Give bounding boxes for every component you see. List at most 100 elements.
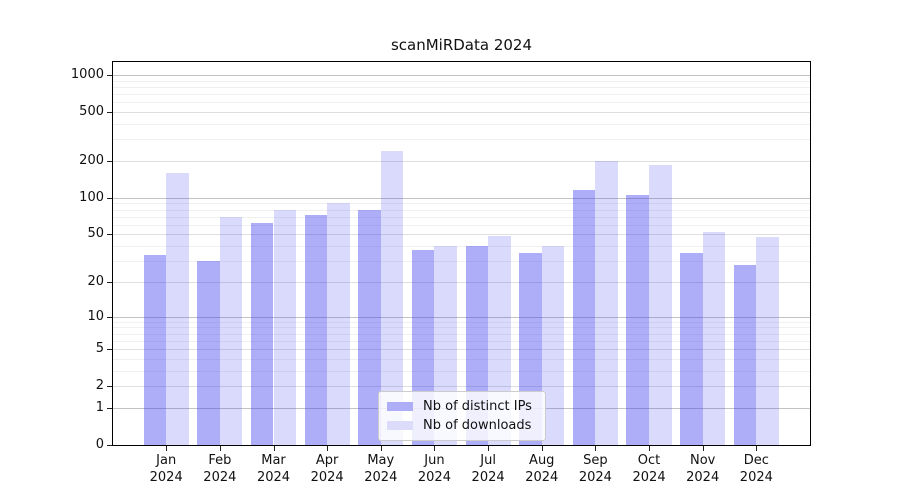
gridline-major: [113, 316, 810, 318]
x-axis-tick-label: Dec 2024: [739, 453, 773, 485]
y-axis-tick-label: 1: [95, 399, 104, 415]
bar-downloads-11: [756, 236, 779, 445]
gridline-minor: [113, 80, 810, 82]
gridline-mid: [113, 234, 810, 236]
gridline-minor: [113, 86, 810, 88]
y-axis-tick: [107, 386, 112, 388]
gridline-minor: [113, 340, 810, 342]
plot-area: Nb of distinct IPs Nb of downloads: [112, 61, 811, 446]
x-axis-tick: [702, 446, 704, 451]
x-axis-tick: [541, 446, 543, 451]
gridline-minor: [113, 370, 810, 372]
x-axis-tick-label: Sep 2024: [578, 453, 612, 485]
y-axis-tick: [107, 281, 112, 283]
y-axis-tick: [107, 407, 112, 409]
x-axis-tick: [756, 446, 758, 451]
x-axis-tick-label: Mar 2024: [256, 453, 291, 485]
gridline-minor: [113, 139, 810, 141]
x-axis-tick-label: Aug 2024: [525, 453, 559, 485]
bar-downloads-3: [327, 203, 350, 445]
gridline-minor: [113, 321, 810, 323]
gridline-minor: [113, 327, 810, 329]
bar-distinct-ips-9: [626, 195, 650, 445]
bar-downloads-9: [649, 165, 672, 445]
gridline-minor: [113, 216, 810, 218]
y-axis-tick-label: 2: [95, 378, 104, 394]
y-axis-tick-label: 100: [79, 189, 104, 205]
x-axis-tick-label: Jan 2024: [149, 453, 183, 485]
bar-downloads-0: [166, 172, 189, 445]
x-axis-tick-label: Jul 2024: [471, 453, 505, 485]
gridline-minor: [113, 94, 810, 96]
x-axis-tick-label: Feb 2024: [203, 453, 237, 485]
legend-item-distinct-ips: Nb of distinct IPs: [387, 397, 537, 416]
chart-title: scanMiRData 2024: [390, 36, 533, 54]
y-axis-tick: [107, 112, 112, 114]
bar-distinct-ips-4: [358, 210, 381, 445]
legend-item-downloads: Nb of downloads: [387, 416, 537, 435]
x-axis-tick: [380, 446, 382, 451]
y-axis-tick-label: 1000: [70, 67, 104, 83]
legend: Nb of distinct IPs Nb of downloads: [378, 391, 546, 441]
gridline-minor: [113, 209, 810, 211]
y-axis-tick: [107, 75, 112, 77]
bar-downloads-10: [702, 232, 726, 445]
legend-label-downloads: Nb of downloads: [423, 418, 532, 433]
bar-distinct-ips-8: [572, 190, 596, 445]
y-axis-tick: [107, 349, 112, 351]
gridline-mid: [113, 349, 810, 351]
x-axis-tick: [488, 446, 490, 451]
x-axis-tick-label: Oct 2024: [632, 453, 666, 485]
gridline-minor: [113, 124, 810, 126]
gridline-minor: [113, 102, 810, 104]
gridline-mid: [113, 386, 810, 388]
x-axis-tick-label: Nov 2024: [686, 453, 720, 485]
bar-downloads-4: [380, 151, 404, 445]
y-axis-tick: [107, 161, 112, 163]
y-axis-tick-label: 20: [87, 273, 104, 289]
bar-downloads-2: [273, 209, 297, 445]
x-axis-tick: [595, 446, 597, 451]
gridline-mid: [113, 112, 810, 114]
bar-distinct-ips-2: [250, 223, 274, 445]
gridline-minor: [113, 224, 810, 226]
bar-distinct-ips-11: [733, 264, 757, 445]
bar-distinct-ips-3: [304, 214, 328, 445]
y-axis-tick: [107, 316, 112, 318]
gridline-minor: [113, 358, 810, 360]
y-axis-tick: [107, 234, 112, 236]
y-axis-tick: [107, 445, 112, 446]
x-axis-tick: [166, 446, 168, 451]
bar-downloads-7: [541, 246, 565, 445]
x-axis-tick: [273, 446, 275, 451]
legend-swatch-distinct-ips: [387, 402, 413, 411]
x-axis-tick: [649, 446, 651, 451]
gridline-minor: [113, 333, 810, 335]
y-axis-tick: [107, 197, 112, 199]
legend-label-distinct-ips: Nb of distinct IPs: [423, 399, 532, 414]
gridline-minor: [113, 203, 810, 205]
x-axis-tick: [434, 446, 436, 451]
legend-swatch-downloads: [387, 421, 413, 430]
x-axis-tick-label: May 2024: [364, 453, 398, 485]
gridline-mid: [113, 161, 810, 163]
y-axis-tick-label: 50: [87, 226, 104, 242]
x-axis-tick-label: Apr 2024: [310, 453, 344, 485]
bar-distinct-ips-1: [197, 261, 220, 445]
bar-downloads-8: [595, 161, 618, 445]
bar-distinct-ips-10: [680, 253, 703, 445]
gridline-mid: [113, 281, 810, 283]
x-axis-tick: [327, 446, 329, 451]
y-axis-tick-label: 500: [79, 104, 104, 120]
gridline-major: [113, 197, 810, 199]
gridline-minor: [113, 261, 810, 263]
y-axis-tick-label: 0: [95, 437, 104, 452]
bar-distinct-ips-0: [143, 254, 167, 445]
gridline-major: [113, 75, 810, 77]
x-axis-tick: [219, 446, 221, 451]
y-axis-tick-label: 5: [95, 341, 104, 357]
y-axis-tick-label: 200: [79, 153, 104, 169]
bar-downloads-1: [219, 216, 243, 445]
y-axis-tick-label: 10: [87, 308, 104, 324]
